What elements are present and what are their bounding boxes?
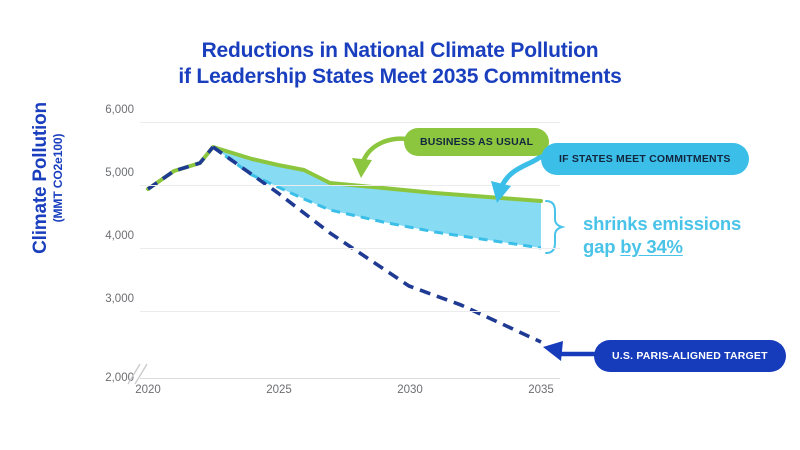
y-axis-title-main: Climate Pollution: [30, 102, 51, 254]
callout-if-states-meet-commitments[interactable]: IF STATES MEET COMMITMENTS: [541, 143, 749, 175]
navy-callout-arrow-icon: [543, 341, 598, 361]
emissions-gap-shaded-region: [213, 147, 541, 248]
x-tick-2025: 2025: [266, 384, 292, 396]
gridline-3000: [140, 311, 560, 312]
callout-business-as-usual[interactable]: BUSINESS AS USUAL: [404, 128, 550, 156]
gap-annotation-line-1: shrinks emissions: [583, 213, 742, 234]
series-if-states-meet-commitments: [212, 145, 542, 250]
green-callout-arrow-icon: [352, 136, 409, 178]
gridline-4000: [140, 248, 560, 249]
x-tick-2035: 2035: [528, 384, 554, 396]
y-axis-title-sub: (MMT CO2e100): [51, 133, 65, 223]
gap-annotation-line-2-plain: gap: [583, 236, 621, 257]
gap-annotation-line-2-underlined: by 34%: [620, 236, 683, 257]
x-axis-baseline: [140, 378, 560, 379]
emissions-gap-brace: [545, 200, 566, 254]
title-line-2: if Leadership States Meet 2035 Commitmen…: [178, 65, 622, 88]
y-tick-3000: 3,000: [105, 293, 134, 305]
plot-area: [140, 110, 598, 390]
y-tick-5000: 5,000: [105, 167, 134, 179]
x-tick-2030: 2030: [397, 384, 423, 396]
gridline-6000: [140, 122, 560, 123]
y-tick-6000: 6,000: [105, 104, 134, 116]
gridline-5000: [140, 185, 560, 186]
title-line-1: Reductions in National Climate Pollution: [201, 39, 599, 62]
x-axis-tick-labels: 2020 2025 2030 2035: [135, 384, 560, 404]
callout-paris-aligned-target[interactable]: U.S. PARIS-ALIGNED TARGET: [594, 340, 786, 372]
y-axis-tick-labels: 6,000 5,000 4,000 3,000 2,000: [92, 104, 134, 390]
x-tick-2020: 2020: [135, 384, 161, 396]
y-tick-2000: 2,000: [105, 372, 134, 384]
y-axis-break-icon: [127, 363, 148, 385]
emissions-gap-annotation: shrinks emissions gap by 34%: [583, 212, 798, 258]
series-historical: [146, 145, 215, 191]
y-tick-4000: 4,000: [105, 230, 134, 242]
page-title: Reductions in National Climate Pollution…: [0, 38, 800, 90]
